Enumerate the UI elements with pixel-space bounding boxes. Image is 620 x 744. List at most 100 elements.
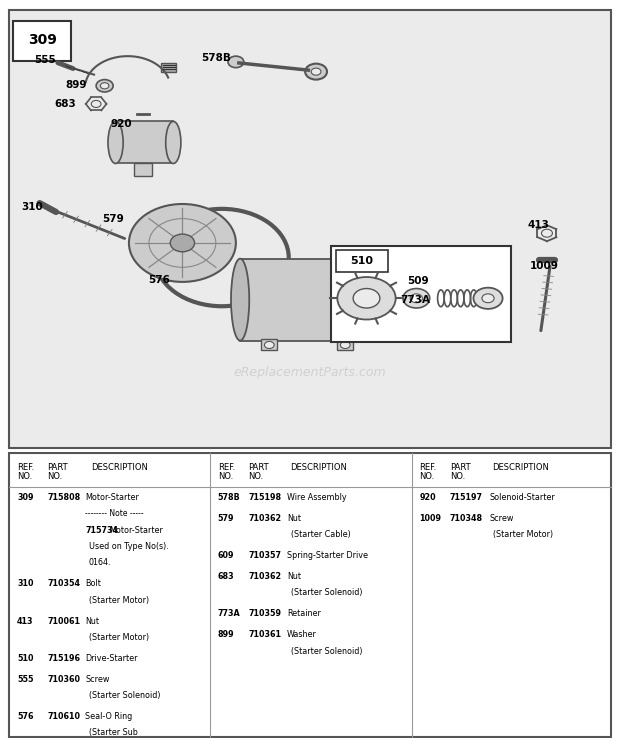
Text: Bolt: Bolt <box>85 580 101 589</box>
Circle shape <box>474 288 503 309</box>
Text: DESCRIPTION: DESCRIPTION <box>291 463 347 472</box>
Text: REF.: REF. <box>17 463 34 472</box>
Text: (Starter Cable): (Starter Cable) <box>291 530 350 539</box>
Text: 710354: 710354 <box>48 580 81 589</box>
Text: 413: 413 <box>528 220 549 230</box>
Text: 510: 510 <box>350 256 373 266</box>
Text: 309: 309 <box>29 33 57 47</box>
Circle shape <box>100 83 109 89</box>
Text: NO.: NO. <box>17 472 32 481</box>
FancyBboxPatch shape <box>331 246 510 341</box>
Ellipse shape <box>166 121 181 164</box>
Text: 576: 576 <box>17 712 33 721</box>
Text: Used on Type No(s).: Used on Type No(s). <box>89 542 169 551</box>
Text: 920: 920 <box>419 493 436 502</box>
Text: DESCRIPTION: DESCRIPTION <box>492 463 549 472</box>
Text: 715196: 715196 <box>48 654 81 663</box>
Ellipse shape <box>108 121 123 164</box>
Text: NO.: NO. <box>450 472 465 481</box>
Text: Motor-Starter: Motor-Starter <box>110 526 163 535</box>
Text: eReplacementParts.com: eReplacementParts.com <box>234 366 386 379</box>
Circle shape <box>541 229 552 237</box>
Text: 578B: 578B <box>201 54 231 63</box>
Text: 710357: 710357 <box>248 551 281 560</box>
FancyBboxPatch shape <box>14 21 71 60</box>
Text: Drive-Starter: Drive-Starter <box>85 654 138 663</box>
Text: 310: 310 <box>17 580 33 589</box>
Text: Solenoid-Starter: Solenoid-Starter <box>489 493 555 502</box>
Text: 555: 555 <box>34 54 56 65</box>
Circle shape <box>410 294 422 303</box>
Ellipse shape <box>231 259 249 341</box>
Text: 715734: 715734 <box>85 526 118 535</box>
FancyBboxPatch shape <box>9 10 611 448</box>
Text: (Starter Solenoid): (Starter Solenoid) <box>291 647 362 655</box>
Circle shape <box>340 341 350 348</box>
Circle shape <box>96 80 113 92</box>
Bar <box>337 339 353 350</box>
Circle shape <box>311 68 321 75</box>
Text: 710362: 710362 <box>248 572 281 581</box>
Text: Nut: Nut <box>85 617 99 626</box>
Text: Washer: Washer <box>287 630 317 639</box>
Text: 1009: 1009 <box>530 261 559 272</box>
Text: REF.: REF. <box>218 463 235 472</box>
Text: (Starter Solenoid): (Starter Solenoid) <box>89 691 161 700</box>
Text: REF.: REF. <box>419 463 436 472</box>
Text: 510: 510 <box>17 654 33 663</box>
Ellipse shape <box>414 291 425 309</box>
Text: Seal-O Ring: Seal-O Ring <box>85 712 133 721</box>
Text: 309: 309 <box>17 493 33 502</box>
Text: NO.: NO. <box>48 472 63 481</box>
Text: 710348: 710348 <box>450 514 483 523</box>
Text: (Starter Motor): (Starter Motor) <box>89 633 149 642</box>
Text: 555: 555 <box>17 675 33 684</box>
Text: (Starter Motor): (Starter Motor) <box>493 530 553 539</box>
Text: 920: 920 <box>111 119 132 129</box>
Text: Screw: Screw <box>85 675 110 684</box>
Text: Wire Assembly: Wire Assembly <box>287 493 347 502</box>
FancyBboxPatch shape <box>9 453 611 737</box>
Text: 683: 683 <box>218 572 234 581</box>
Ellipse shape <box>377 259 395 341</box>
Circle shape <box>91 100 101 107</box>
Text: Nut: Nut <box>287 572 301 581</box>
Text: 310: 310 <box>21 202 43 211</box>
Text: 773A: 773A <box>400 295 430 306</box>
Bar <box>240 259 386 341</box>
Text: Nut: Nut <box>287 514 301 523</box>
Circle shape <box>228 56 244 68</box>
Text: 710361: 710361 <box>248 630 281 639</box>
Text: NO.: NO. <box>248 472 264 481</box>
Text: Retainer: Retainer <box>287 609 321 618</box>
Text: PART: PART <box>450 463 471 472</box>
Text: 710610: 710610 <box>48 712 81 721</box>
Text: 579: 579 <box>102 214 123 224</box>
Text: 509: 509 <box>407 275 429 286</box>
Bar <box>262 339 277 350</box>
Text: Screw: Screw <box>489 514 513 523</box>
Text: 579: 579 <box>218 514 234 523</box>
Text: 715198: 715198 <box>248 493 281 502</box>
Text: 0164.: 0164. <box>89 559 112 568</box>
Circle shape <box>129 204 236 282</box>
Text: 578B: 578B <box>218 493 241 502</box>
Text: 413: 413 <box>17 617 33 626</box>
Text: 899: 899 <box>218 630 234 639</box>
Text: 899: 899 <box>65 80 86 90</box>
Bar <box>383 291 419 309</box>
Circle shape <box>353 289 380 308</box>
Text: 576: 576 <box>148 275 171 285</box>
Text: (Starter Motor): (Starter Motor) <box>89 596 149 605</box>
Text: 1009: 1009 <box>419 514 441 523</box>
Text: 715808: 715808 <box>48 493 81 502</box>
Text: 683: 683 <box>55 98 76 109</box>
Circle shape <box>403 289 430 308</box>
Text: NO.: NO. <box>419 472 435 481</box>
Text: PART: PART <box>248 463 268 472</box>
Text: PART: PART <box>48 463 68 472</box>
Circle shape <box>305 64 327 80</box>
Text: 710362: 710362 <box>248 514 281 523</box>
Text: Spring-Starter Drive: Spring-Starter Drive <box>287 551 368 560</box>
Text: 710061: 710061 <box>48 617 81 626</box>
